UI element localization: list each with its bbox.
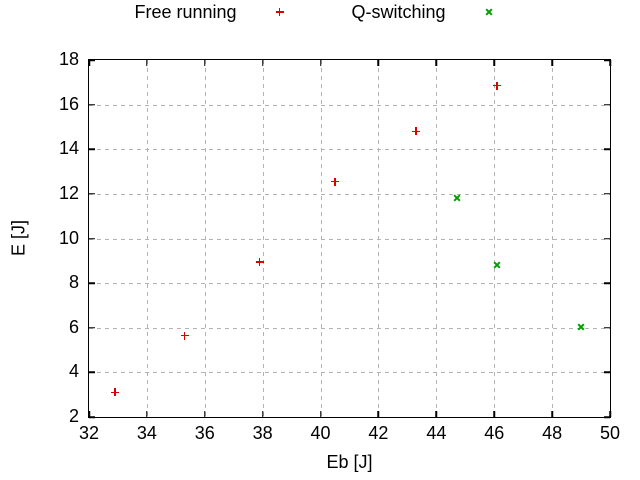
marker-bar: [334, 177, 336, 186]
y-tick-mark: [604, 282, 610, 284]
legend-entry-q-switching: Q-switching: [352, 2, 506, 22]
x-tick-mark: [493, 60, 495, 66]
y-tick-mark: [604, 371, 610, 374]
marker-bar: [183, 331, 186, 340]
y-tick-mark: [89, 327, 95, 329]
y-tick-label: 8: [68, 272, 79, 293]
legend-sample-cross: [472, 3, 506, 21]
y-tick-mark: [89, 193, 95, 195]
legend-entry-free-running: Free running: [134, 2, 296, 22]
x-tick-mark: [435, 411, 438, 417]
y-tick-mark: [89, 59, 95, 61]
marker-bar: [259, 257, 261, 266]
cross-marker-icon: [483, 6, 494, 17]
y-tick-mark: [89, 371, 95, 374]
y-tick-label: 4: [68, 361, 79, 382]
y-tick-label: 18: [58, 49, 79, 70]
marker-bar: [496, 81, 498, 90]
x-tick-mark: [377, 411, 380, 417]
x-axis-title: Eb [J]: [326, 452, 373, 472]
x-tick-label: 50: [599, 423, 621, 443]
x-tick-mark: [204, 411, 206, 417]
x-tick-mark: [609, 411, 611, 417]
y-gridline: [89, 149, 610, 151]
y-tick-label: 6: [68, 316, 79, 337]
x-tick-label: 36: [194, 423, 215, 443]
x-tick-mark: [319, 60, 322, 66]
legend-sample-plus: [263, 3, 297, 21]
y-tick-label: 16: [58, 93, 79, 114]
x-tick-mark: [261, 60, 264, 66]
x-tick-mark: [146, 411, 148, 417]
y-tick-mark: [604, 59, 610, 61]
y-tick-mark: [604, 148, 610, 150]
y-tick-mark: [604, 103, 610, 106]
y-axis-title: E [J]: [8, 219, 29, 257]
legend: Free running Q-switching: [0, 2, 640, 22]
y-tick-label: 14: [58, 138, 79, 159]
x-tick-label: 34: [136, 423, 157, 443]
y-gridline: [89, 104, 610, 106]
plus-marker-icon: [493, 81, 502, 90]
plus-marker-icon: [331, 177, 340, 186]
x-tick-mark: [377, 60, 380, 66]
x-tick-mark: [609, 60, 611, 66]
x-tick-label: 38: [252, 423, 273, 443]
y-gridline: [89, 238, 610, 240]
plus-marker-icon: [180, 331, 189, 340]
y-tick-mark: [89, 237, 95, 240]
x-tick-label: 46: [484, 423, 505, 443]
y-tick-mark: [604, 193, 610, 195]
y-tick-label: 2: [68, 406, 79, 427]
y-tick-mark: [89, 282, 95, 284]
plus-marker-icon: [275, 8, 284, 16]
x-tick-mark: [261, 411, 264, 417]
marker-bar: [278, 8, 281, 16]
y-tick-mark: [89, 416, 95, 418]
plus-marker-icon: [412, 127, 421, 136]
y-gridline: [89, 372, 610, 374]
x-tick-label: 40: [310, 423, 331, 443]
y-tick-mark: [89, 103, 95, 106]
y-tick-mark: [604, 237, 610, 240]
y-tick-mark: [604, 416, 610, 418]
x-tick-mark: [88, 60, 90, 66]
y-tick-mark: [89, 148, 95, 150]
x-tick-label: 44: [426, 423, 447, 443]
y-gridline: [89, 193, 610, 195]
x-tick-mark: [551, 411, 553, 417]
plus-marker-icon: [111, 388, 120, 397]
legend-label-free-running: Free running: [134, 2, 237, 22]
plot-area: 32 34 36 38 40 42 44 46 48 50 2 4 6 8 10 12 14 16 18: [59, 49, 620, 442]
legend-label-q-switching: Q-switching: [351, 2, 446, 22]
x-tick-label: 48: [542, 423, 563, 443]
marker-bar: [114, 388, 116, 397]
y-gridline: [89, 283, 610, 285]
x-tick-mark: [146, 60, 148, 66]
marker-bar: [415, 127, 417, 136]
x-tick-label: 42: [368, 423, 389, 443]
y-tick-label: 12: [58, 182, 79, 203]
x-tick-mark: [435, 60, 438, 66]
cross-marker-icon: [491, 260, 502, 271]
plus-marker-icon: [255, 257, 264, 266]
y-tick-label: 10: [58, 227, 79, 248]
x-tick-mark: [551, 60, 553, 66]
y-tick-mark: [604, 327, 610, 329]
y-gridline: [89, 327, 610, 329]
x-tick-label: 32: [78, 423, 100, 443]
x-tick-mark: [88, 411, 90, 417]
x-tick-mark: [493, 411, 495, 417]
x-tick-mark: [319, 411, 322, 417]
x-tick-mark: [204, 60, 206, 66]
cross-marker-icon: [575, 321, 586, 332]
